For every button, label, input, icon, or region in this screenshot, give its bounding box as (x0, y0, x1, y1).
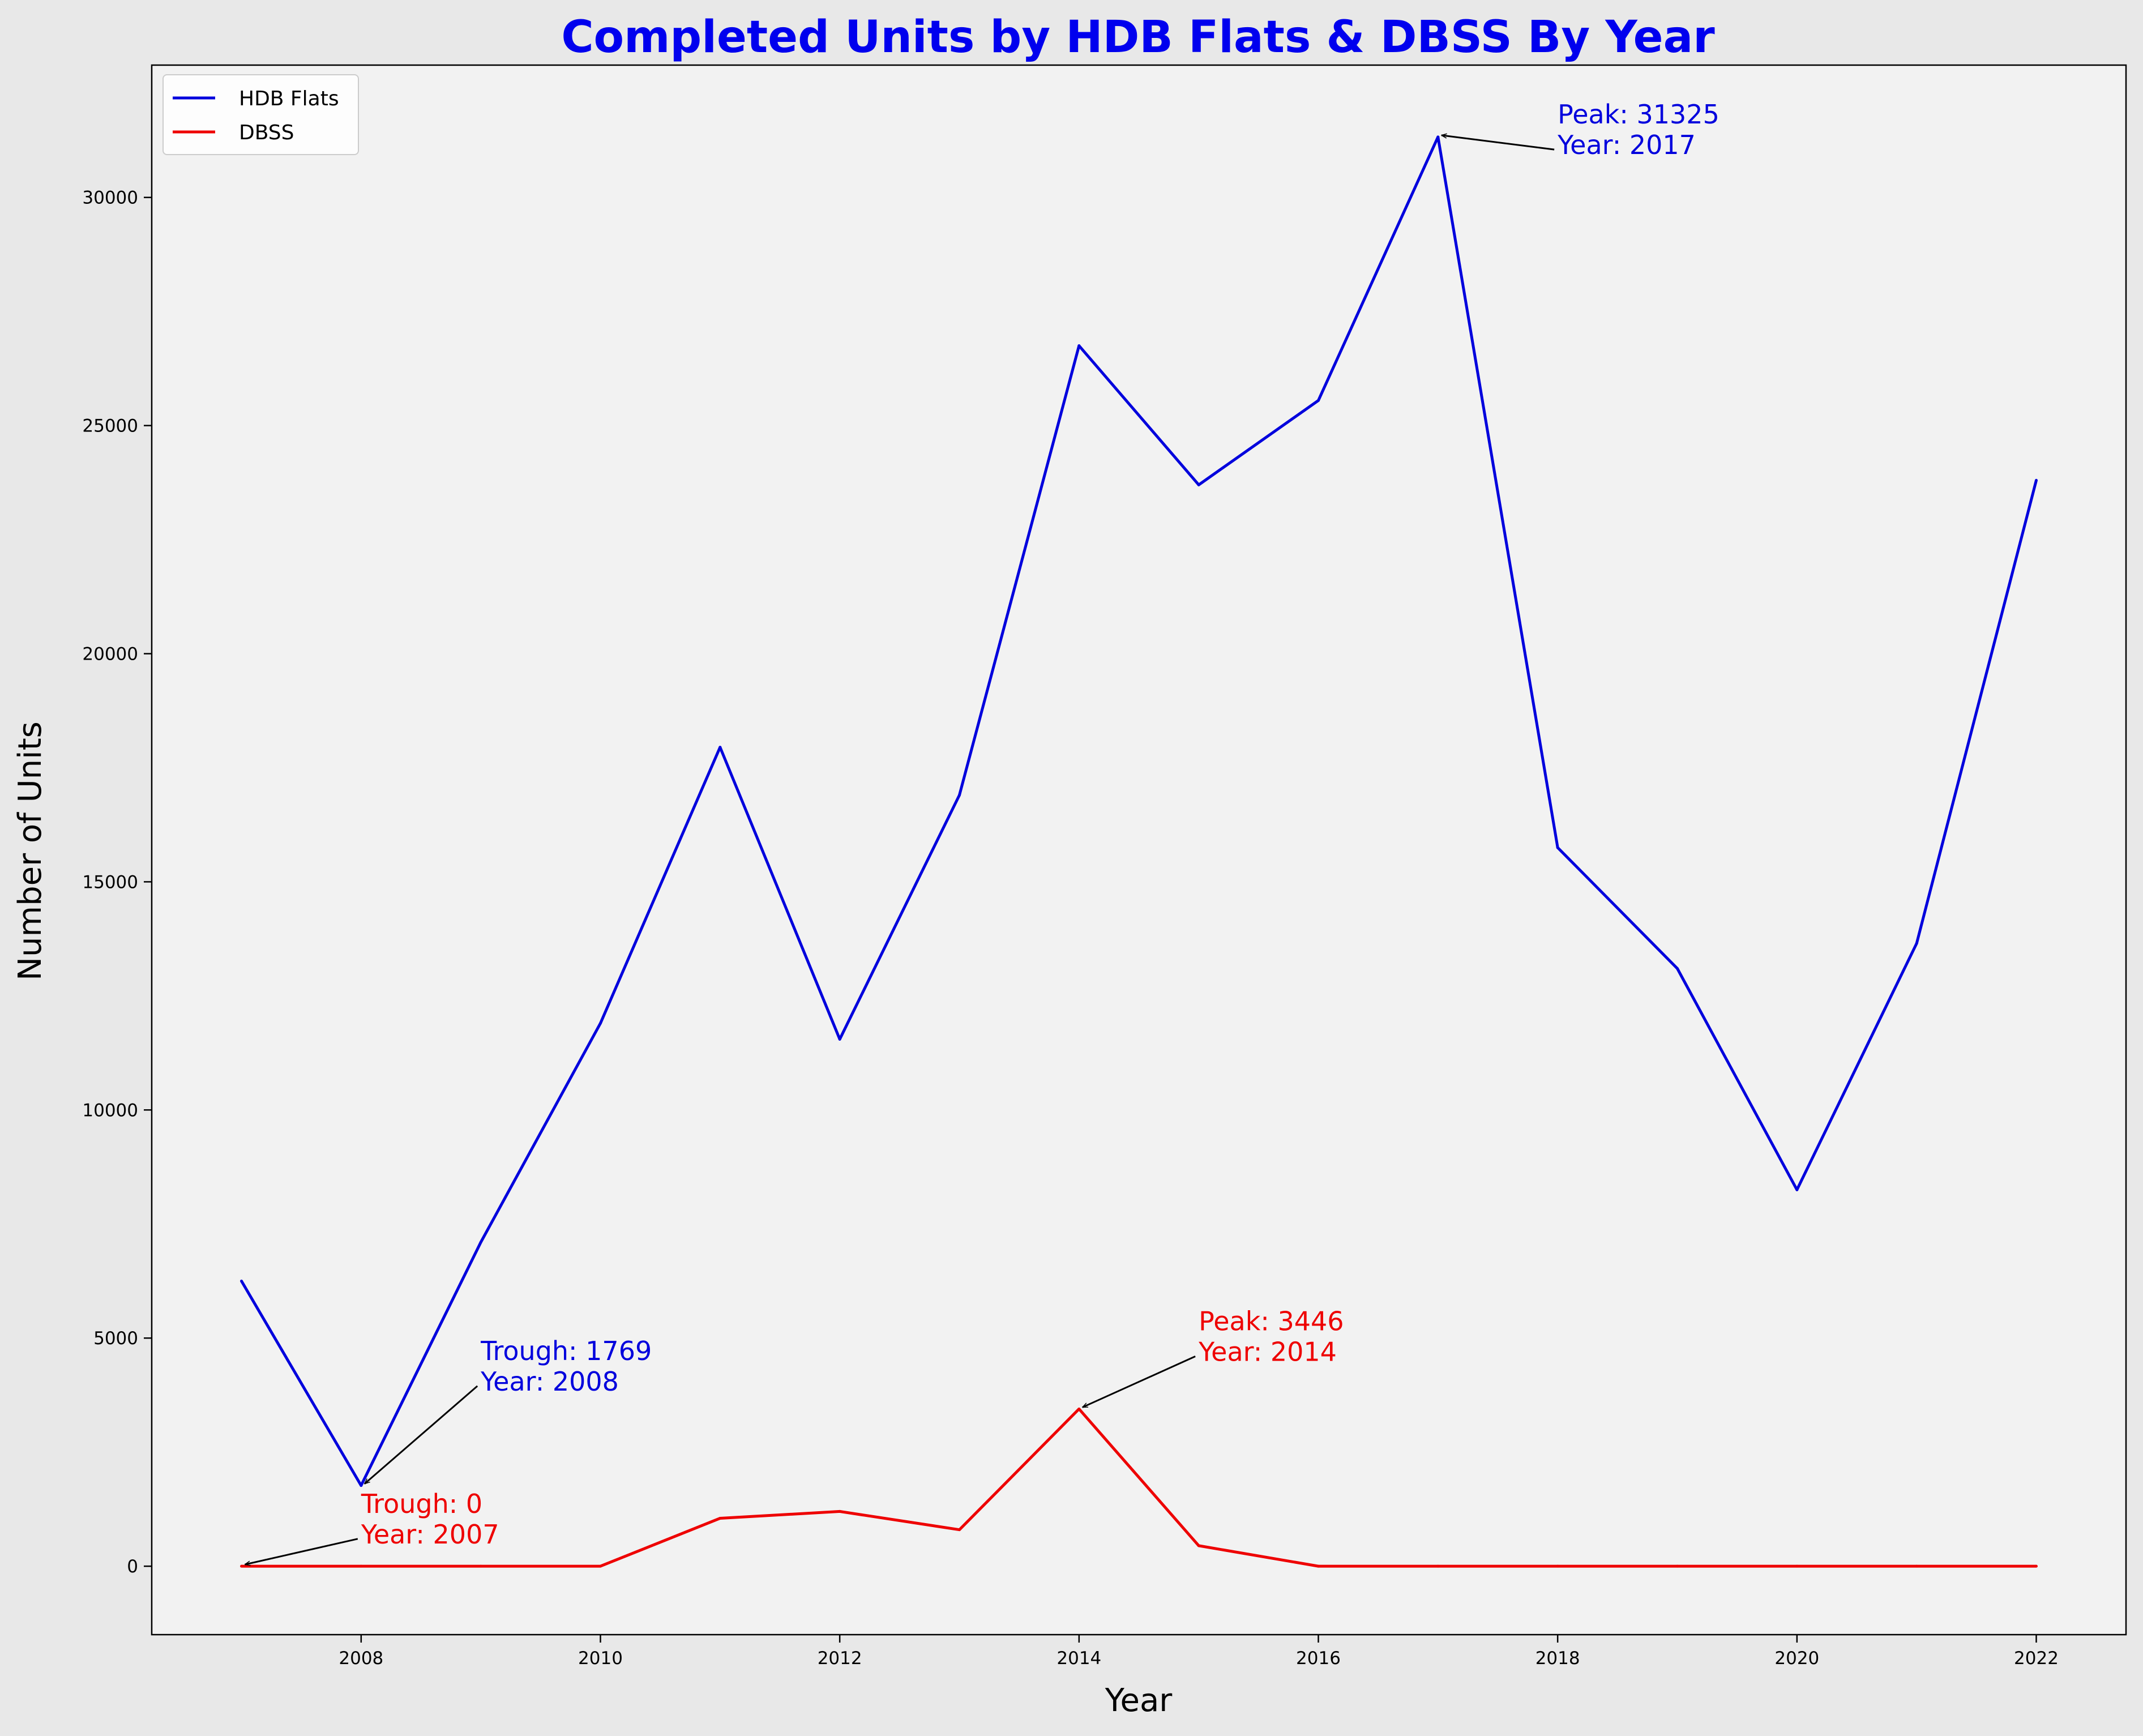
series-line-dbss (241, 1407, 2037, 1568)
data-point (479, 1241, 482, 1244)
data-point (838, 1037, 841, 1041)
y-tick-label: 30000 (82, 188, 138, 208)
x-tick-label: 2022 (2014, 1648, 2059, 1669)
annotation-label-line1: Peak: 3446 (1199, 1306, 1344, 1337)
data-point (1915, 1564, 1918, 1568)
data-point (240, 1279, 243, 1282)
data-point (2035, 478, 2038, 482)
x-tick-label: 2016 (1296, 1648, 1341, 1669)
x-tick-label: 2010 (578, 1648, 623, 1669)
data-point (838, 1510, 841, 1513)
data-point (1676, 967, 1679, 970)
annotation-arrow (1083, 1356, 1196, 1408)
legend: HDB Flats DBSS (162, 74, 359, 155)
legend-box (162, 74, 359, 155)
data-point (1795, 1564, 1799, 1568)
plot-frame (151, 64, 2127, 1636)
annotation-label-line2: Year: 2008 (480, 1366, 619, 1397)
data-point (1317, 1564, 1320, 1568)
x-tick-label: 2008 (339, 1648, 383, 1669)
x-tick-label: 2014 (1056, 1648, 1101, 1669)
series-line-hdb-flats (240, 135, 2038, 1487)
data-point (1915, 942, 1918, 945)
data-point (360, 1484, 363, 1487)
x-tick-label: 2018 (1535, 1648, 1580, 1669)
y-tick-label: 25000 (82, 416, 138, 437)
y-tick-label: 5000 (93, 1328, 138, 1349)
series-layer (240, 135, 2038, 1568)
data-point (2035, 1564, 2038, 1568)
data-point (1317, 399, 1320, 402)
chart-title: Completed Units by HDB Flats & DBSS By Y… (561, 12, 1715, 63)
data-point (958, 1528, 961, 1532)
data-point (240, 1564, 243, 1568)
plot-area (152, 65, 2126, 1635)
data-point (1795, 1188, 1799, 1191)
data-point (599, 1021, 602, 1025)
annotation-label-line2: Year: 2014 (1198, 1337, 1337, 1367)
annotation-label-line1: Trough: 0 (361, 1489, 482, 1519)
data-point (479, 1564, 482, 1568)
data-point (1676, 1564, 1679, 1568)
annotation-label-line1: Trough: 1769 (480, 1336, 652, 1366)
data-point (599, 1564, 602, 1568)
x-tick-label: 2020 (1774, 1648, 1819, 1669)
data-point (360, 1564, 363, 1568)
x-axis-label: Year (1105, 1682, 1173, 1719)
data-point (1556, 846, 1559, 849)
y-axis-label: Number of Units (12, 721, 49, 981)
data-point (1077, 344, 1081, 348)
x-axis: 2008 2010 2012 2014 2016 2018 2020 2022 (339, 1635, 2059, 1669)
legend-label: DBSS (239, 121, 294, 144)
annotation-arrow (245, 1538, 358, 1564)
annotation-arrow (365, 1385, 478, 1484)
data-point (1197, 483, 1200, 486)
data-point (718, 1517, 722, 1520)
y-tick-label: 20000 (82, 644, 138, 665)
y-tick-label: 10000 (82, 1100, 138, 1121)
data-point (718, 746, 722, 749)
data-point (1436, 135, 1440, 139)
data-point (1077, 1407, 1081, 1410)
data-point (1436, 1564, 1440, 1568)
annotation-label-line1: Peak: 31325 (1558, 99, 1719, 130)
data-point (1197, 1544, 1200, 1547)
annotation-label-line2: Year: 2007 (361, 1519, 499, 1550)
y-tick-label: 15000 (82, 872, 138, 892)
legend-label: HDB Flats (239, 87, 339, 110)
x-tick-label: 2012 (818, 1648, 862, 1669)
annotation-label-line2: Year: 2017 (1557, 130, 1696, 160)
data-point (958, 793, 961, 797)
y-axis: 0 5000 10000 15000 20000 25000 30000 (82, 188, 152, 1577)
annotation-arrow (1442, 135, 1555, 151)
y-tick-label: 0 (127, 1557, 138, 1577)
data-point (1556, 1564, 1559, 1568)
